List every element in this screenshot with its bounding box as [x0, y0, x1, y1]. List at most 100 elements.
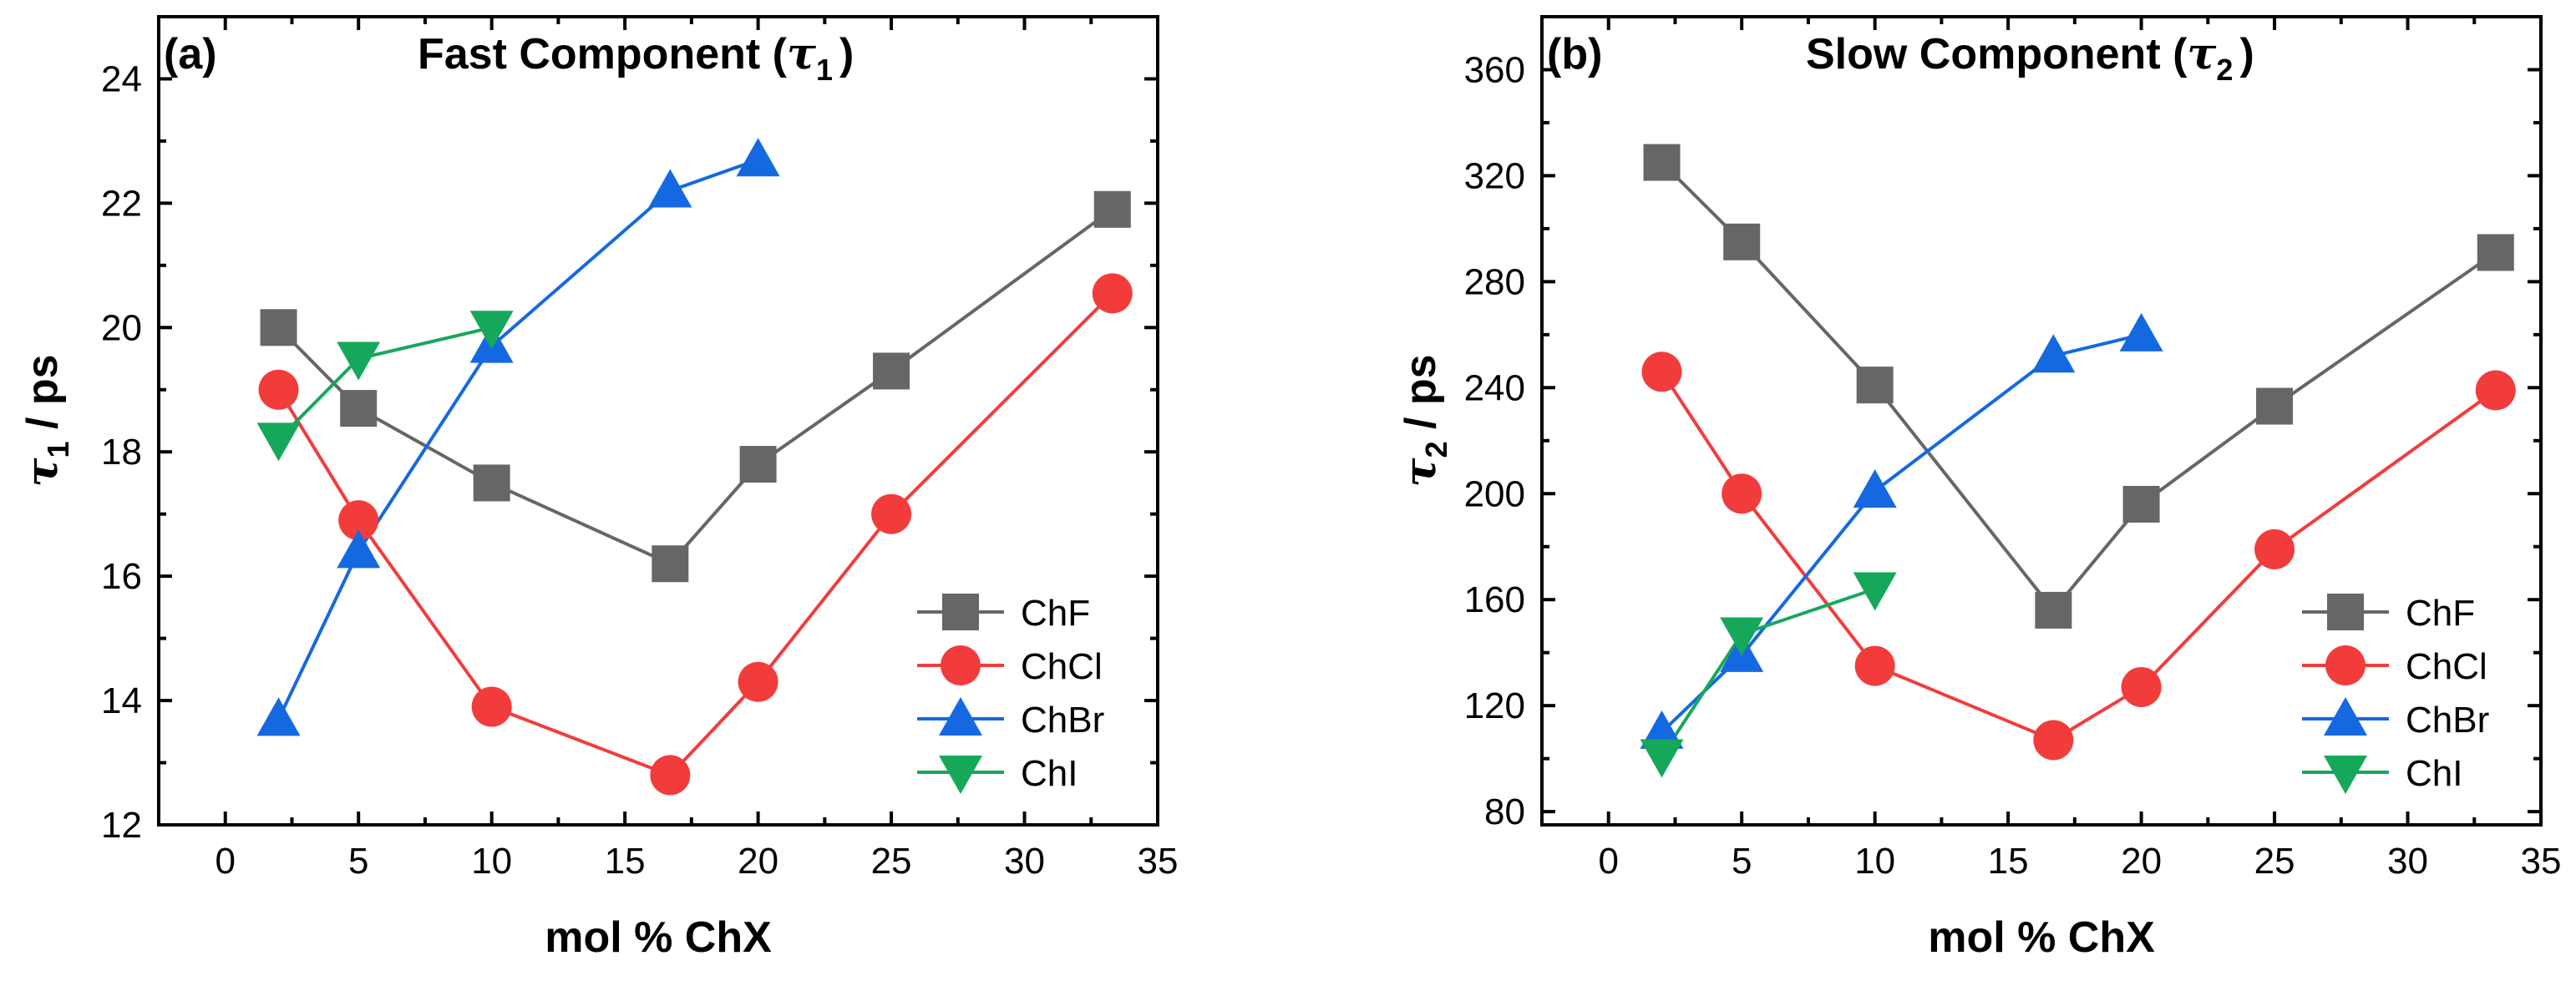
- data-point-chbr: [256, 697, 301, 736]
- y-axis-title: τ1 / ps: [17, 354, 75, 487]
- data-point-chbr: [648, 169, 692, 208]
- series-line-chf: [1661, 161, 2497, 614]
- panel-b: 0 5 10 15 20 25 30 35 80 120 160 200 240 280 320 360 mol…: [1395, 15, 2562, 962]
- panel-label: (b): [1547, 30, 1602, 78]
- data-point-chf: [1723, 223, 1761, 260]
- y-tick-label: 280: [1464, 261, 1525, 302]
- data-point-chcl: [2033, 720, 2074, 761]
- series-line-chbr: [276, 158, 759, 721]
- data-point-chi: [1853, 572, 1897, 611]
- legend-label-chbr: ChBr: [1021, 700, 1104, 741]
- y-tick-label: 120: [1464, 685, 1525, 726]
- y-tick-label: 160: [1464, 579, 1525, 620]
- x-tick-label: 15: [1988, 841, 2029, 882]
- data-point-chbr: [2119, 312, 2163, 351]
- data-point-chf: [260, 309, 297, 346]
- x-tick-label: 20: [738, 841, 778, 882]
- data-point-chbr: [736, 138, 780, 177]
- panel-title-symbol: τ: [2187, 28, 2217, 79]
- data-point-chf: [739, 446, 777, 483]
- data-point-chcl: [258, 369, 299, 410]
- y-axis-title-unit: / ps: [1397, 354, 1445, 441]
- data-point-chi: [469, 311, 514, 350]
- data-point-chi: [337, 341, 381, 381]
- y-tick-label: 200: [1464, 473, 1525, 514]
- legend-label-chf: ChF: [2406, 593, 2475, 634]
- legend-label-chcl: ChCl: [2406, 646, 2487, 687]
- data-point-chf: [873, 352, 910, 390]
- y-axis-title-unit: / ps: [18, 354, 67, 441]
- panel-title-symbol: τ: [787, 28, 817, 79]
- legend-marker-chi: [939, 756, 982, 794]
- data-point-chf: [1093, 190, 1131, 228]
- y-tick-label: 16: [101, 556, 142, 597]
- x-tick-label: 10: [1854, 841, 1895, 882]
- y-tick-label: 20: [101, 307, 142, 348]
- y-tick-label: 24: [101, 58, 142, 99]
- data-point-chbr: [1640, 710, 1684, 749]
- x-tick-label: 35: [1138, 841, 1179, 882]
- y-axis-title-subscript: 2: [1419, 442, 1453, 458]
- x-tick-label: 20: [2121, 841, 2162, 882]
- data-point-chf: [1856, 367, 1894, 404]
- y-tick-label: 320: [1464, 155, 1525, 196]
- legend-label-chi: ChI: [2406, 753, 2462, 794]
- legend-label-chi: ChI: [1021, 753, 1078, 794]
- x-axis-title: mol % ChX: [1928, 913, 2155, 962]
- y-tick-label: 240: [1464, 367, 1525, 408]
- x-tick-label: 25: [2254, 841, 2295, 882]
- x-tick-label: 30: [2387, 841, 2428, 882]
- data-point-chcl: [2475, 370, 2516, 411]
- data-point-chcl: [871, 493, 912, 534]
- data-point-chcl: [1854, 645, 1895, 686]
- data-point-chf: [2035, 591, 2072, 629]
- legend-marker-chbr: [2324, 697, 2367, 736]
- y-tick-label: 80: [1484, 791, 1525, 832]
- panel-title-close: ): [2239, 30, 2254, 78]
- data-point-chf: [652, 545, 689, 583]
- data-point-chi: [1640, 739, 1684, 778]
- x-tick-label: 5: [1732, 841, 1752, 882]
- data-point-chcl: [1092, 273, 1133, 314]
- legend-marker-chi: [2324, 756, 2367, 794]
- y-axis-title-symbol: τ: [1395, 458, 1446, 488]
- data-point-chcl: [471, 686, 512, 727]
- data-point-chbr: [337, 529, 381, 569]
- data-point-chf: [1643, 144, 1681, 181]
- data-point-chf: [340, 390, 378, 427]
- data-point-chcl: [738, 661, 778, 702]
- y-tick-label: 14: [101, 680, 142, 721]
- data-point-chcl: [1641, 351, 1682, 392]
- series-line-chf: [277, 208, 1113, 566]
- series-line-chi: [1660, 587, 1876, 757]
- legend-marker-chf: [2327, 594, 2364, 630]
- legend-label-chcl: ChCl: [1021, 646, 1103, 687]
- x-tick-label: 10: [471, 841, 512, 882]
- x-tick-label: 35: [2521, 841, 2562, 882]
- plot-frame: [157, 15, 1159, 827]
- panel-title-subscript: 2: [2216, 53, 2233, 87]
- y-tick-label: 22: [101, 183, 142, 224]
- data-point-chf: [473, 464, 510, 502]
- x-tick-label: 5: [348, 841, 368, 882]
- x-tick-label: 25: [871, 841, 912, 882]
- data-point-chcl: [650, 755, 691, 796]
- data-point-chbr: [2031, 334, 2076, 373]
- y-axis-title-subscript: 1: [41, 442, 75, 458]
- panel-title-subscript: 1: [816, 53, 833, 87]
- data-point-chf: [2122, 485, 2160, 523]
- data-point-chf: [2477, 234, 2514, 271]
- series-line-chbr: [1661, 332, 2142, 734]
- x-tick-label: 0: [215, 841, 235, 882]
- legend-label-chbr: ChBr: [2406, 700, 2489, 741]
- legend-marker-chf: [942, 594, 979, 630]
- data-point-chi: [1720, 617, 1764, 656]
- panel-title-close: ): [839, 30, 854, 78]
- series-line-chcl: [1660, 371, 2497, 742]
- data-point-chf: [2256, 387, 2294, 425]
- data-point-chcl: [2121, 666, 2162, 707]
- y-axis-title-symbol: τ: [17, 458, 68, 488]
- x-tick-label: 15: [605, 841, 646, 882]
- legend-marker-chcl: [2325, 645, 2366, 685]
- plot-frame: [1540, 15, 2543, 827]
